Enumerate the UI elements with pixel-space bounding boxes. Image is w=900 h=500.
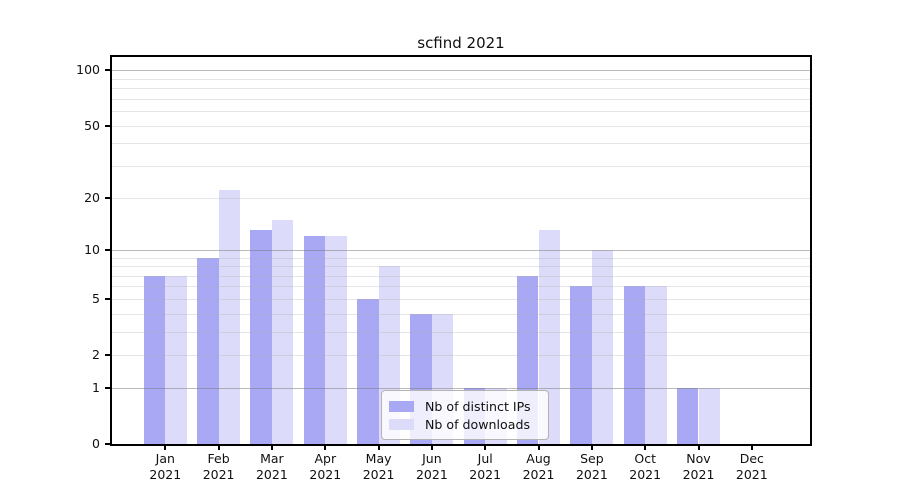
x-tick-mark-nov — [697, 446, 700, 450]
x-tick-label-apr: Apr 2021 — [309, 451, 342, 482]
legend: Nb of distinct IPs Nb of downloads — [381, 390, 549, 440]
bar-oct-distinct-ips — [623, 286, 646, 444]
legend-swatch-downloads — [389, 418, 414, 430]
x-tick-label-jun: Jun 2021 — [415, 451, 448, 482]
x-tick-mark-jun — [430, 446, 433, 450]
y-tick-mark-100 — [105, 69, 110, 72]
y-tick-label-5: 5 — [92, 290, 100, 306]
bar-feb-downloads — [218, 190, 241, 444]
legend-label-distinct-ips: Nb of distinct IPs — [425, 398, 531, 414]
bar-jan-downloads — [165, 275, 187, 444]
y-tick-mark-1 — [105, 386, 110, 389]
y-tick-label-1: 1 — [92, 379, 100, 395]
bar-apr-downloads — [325, 236, 347, 444]
x-tick-mark-dec — [750, 446, 753, 450]
y-tick-label-50: 50 — [84, 117, 100, 133]
bar-mar-distinct-ips — [250, 230, 272, 444]
y-tick-label-10: 10 — [84, 241, 100, 257]
x-tick-label-nov: Nov 2021 — [682, 451, 715, 482]
bar-oct-downloads — [645, 286, 667, 444]
bar-mar-downloads — [271, 219, 294, 444]
x-tick-label-jan: Jan 2021 — [149, 451, 182, 482]
plot-area: Nb of distinct IPs Nb of downloads — [110, 55, 812, 446]
chart-title: scfind 2021 — [417, 34, 505, 52]
x-tick-label-may: May 2021 — [362, 451, 395, 482]
x-tick-label-oct: Oct 2021 — [629, 451, 662, 482]
x-tick-mark-oct — [644, 446, 647, 450]
bar-nov-distinct-ips — [676, 387, 699, 444]
y-tick-label-2: 2 — [92, 347, 100, 362]
y-tick-mark-5 — [105, 297, 110, 300]
y-tick-label-100: 100 — [76, 62, 100, 78]
y-tick-label-20: 20 — [84, 189, 100, 205]
y-tick-mark-0 — [105, 443, 110, 445]
y-tick-mark-50 — [105, 124, 110, 127]
legend-swatch-distinct-ips — [389, 400, 414, 412]
bar-sep-distinct-ips — [570, 286, 592, 444]
bar-jan-distinct-ips — [143, 275, 166, 444]
x-tick-mark-sep — [590, 446, 593, 450]
bars-layer — [112, 57, 810, 444]
x-tick-mark-mar — [270, 446, 273, 450]
x-tick-mark-jul — [484, 446, 487, 450]
legend-item-distinct-ips: Nb of distinct IPs — [389, 398, 542, 414]
bar-sep-downloads — [591, 249, 614, 444]
x-tick-mark-aug — [537, 446, 540, 450]
y-tick-label-0: 0 — [92, 436, 100, 451]
x-tick-label-dec: Dec 2021 — [735, 451, 768, 482]
bar-may-distinct-ips — [357, 298, 379, 444]
legend-label-downloads: Nb of downloads — [425, 416, 531, 432]
x-tick-mark-feb — [217, 446, 220, 450]
bar-apr-distinct-ips — [303, 236, 326, 444]
y-tick-mark-20 — [105, 196, 110, 199]
x-tick-label-aug: Aug 2021 — [522, 451, 555, 482]
x-tick-label-sep: Sep 2021 — [575, 451, 608, 482]
x-tick-mark-apr — [324, 446, 327, 450]
x-tick-label-feb: Feb 2021 — [202, 451, 235, 482]
x-tick-mark-may — [377, 446, 380, 450]
x-tick-label-mar: Mar 2021 — [255, 451, 288, 482]
bar-feb-distinct-ips — [197, 257, 219, 444]
y-tick-mark-2 — [105, 354, 110, 356]
bar-nov-downloads — [698, 387, 721, 444]
x-tick-label-jul: Jul 2021 — [469, 451, 502, 482]
legend-item-downloads: Nb of downloads — [389, 416, 542, 432]
y-tick-mark-10 — [105, 248, 110, 251]
x-tick-mark-jan — [164, 446, 167, 450]
